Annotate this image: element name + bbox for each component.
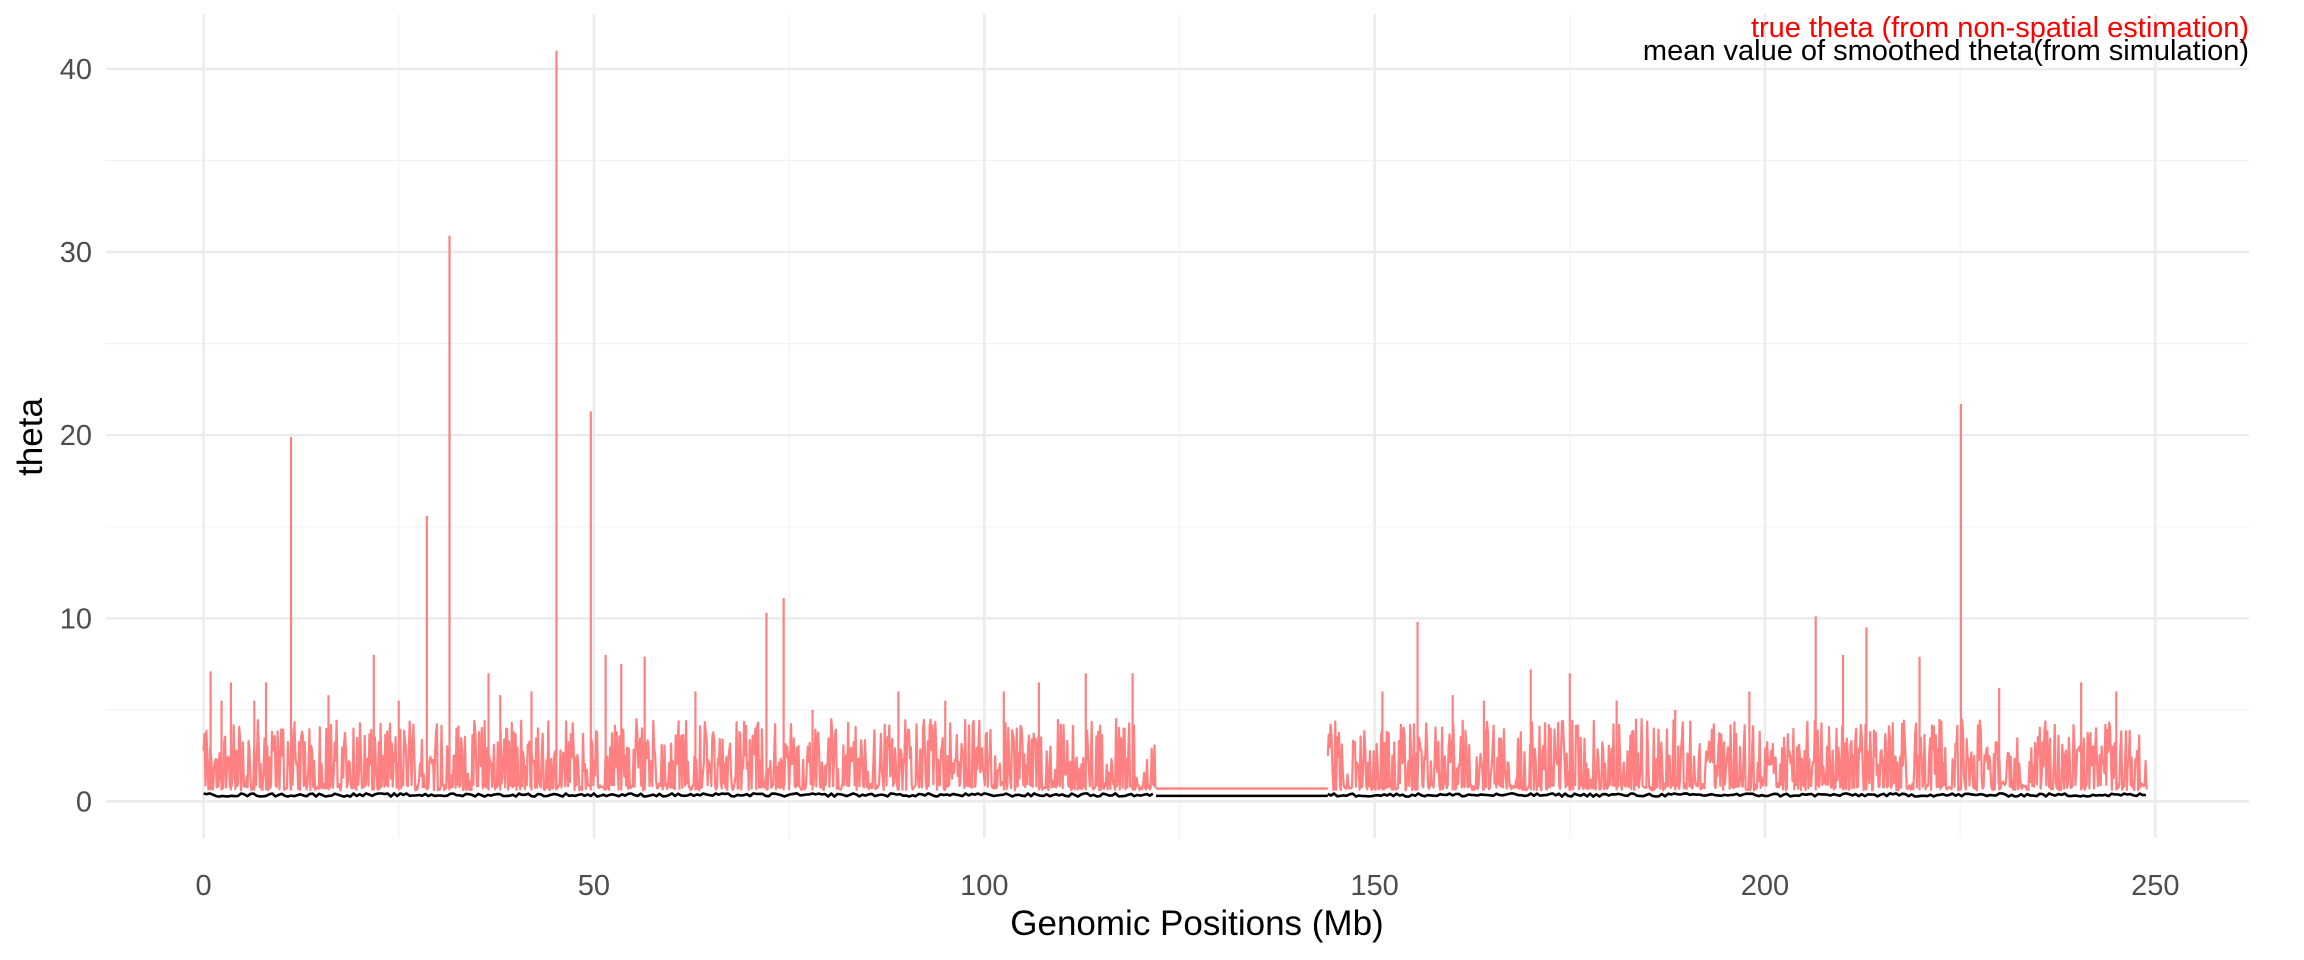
y-tick-label: 0 xyxy=(76,786,92,818)
y-tick-label: 20 xyxy=(60,420,92,452)
true-theta-line xyxy=(202,718,2148,792)
x-tick-label: 50 xyxy=(578,870,610,902)
y-tick-label: 10 xyxy=(60,603,92,635)
y-axis-title: theta xyxy=(11,398,50,476)
x-tick-label: 250 xyxy=(2131,870,2179,902)
major-gridlines xyxy=(106,14,2249,838)
x-tick-label: 0 xyxy=(196,870,212,902)
legend: true theta (from non-spatial estimation)… xyxy=(1643,12,2249,67)
legend-entry-smoothed-theta: mean value of smoothed theta(from simula… xyxy=(1643,35,2249,67)
x-tick-label: 100 xyxy=(960,870,1008,902)
legend-entry-true-theta: true theta (from non-spatial estimation) xyxy=(1751,12,2249,44)
x-tick-label: 150 xyxy=(1350,870,1398,902)
y-tick-label: 40 xyxy=(60,54,92,86)
series-smoothed-theta xyxy=(203,792,2146,798)
series-true-theta xyxy=(202,50,2148,792)
x-tick-label: 200 xyxy=(1741,870,1789,902)
x-axis-title: Genomic Positions (Mb) xyxy=(1010,904,1383,943)
smoothed-theta-line xyxy=(203,792,2146,798)
x-axis-ticks: 0 50 100 150 200 250 xyxy=(196,870,2180,902)
y-axis-ticks: 0 10 20 30 40 xyxy=(60,54,92,818)
y-tick-label: 30 xyxy=(60,237,92,269)
